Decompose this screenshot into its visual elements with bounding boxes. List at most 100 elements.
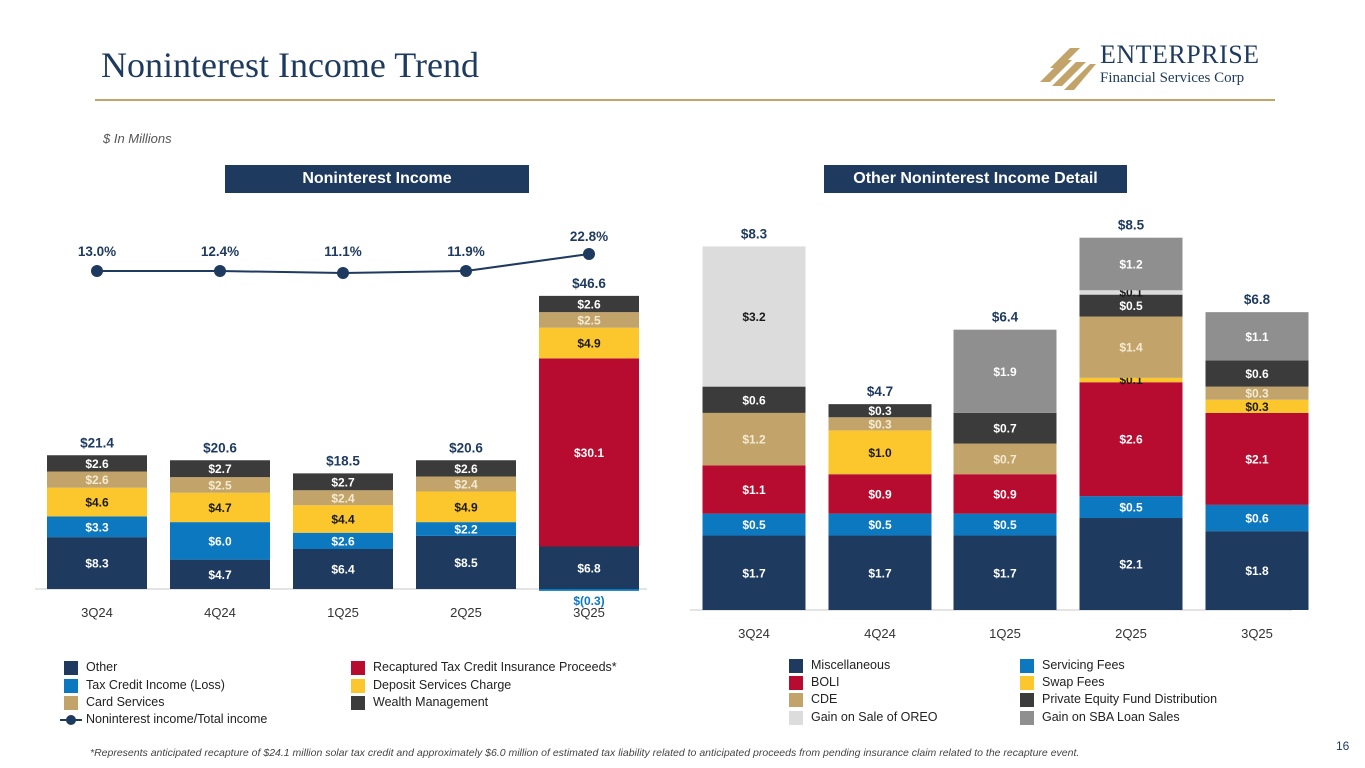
other-income-value-label: $1.1 xyxy=(742,483,766,497)
other-income-value-label: $0.6 xyxy=(1245,367,1269,381)
legend-swatch xyxy=(351,661,365,675)
other-income-total-label: $6.4 xyxy=(992,310,1019,325)
other-income-bar-4q24-boli xyxy=(828,474,932,514)
noninterest-bar-3q24-card-services xyxy=(47,471,147,488)
legend-swatch xyxy=(1020,711,1034,725)
other-income-bar-3q24-boli xyxy=(702,465,806,514)
noninterest-value-label: $6.4 xyxy=(331,563,355,577)
noninterest-value-label: $30.1 xyxy=(574,446,604,460)
noninterest-value-label: $3.3 xyxy=(85,520,109,534)
ratio-point xyxy=(460,265,472,277)
other-income-value-label: $3.2 xyxy=(742,310,766,324)
noninterest-bar-3q24-deposit-services-charge xyxy=(47,487,147,517)
other-income-bar-4q24-cde xyxy=(828,417,932,431)
other-income-value-label: $0.9 xyxy=(993,487,1017,501)
noninterest-value-label: $2.4 xyxy=(454,478,478,492)
noninterest-bar-4q24-card-services xyxy=(170,477,270,493)
other-income-total-label: $4.7 xyxy=(867,384,893,399)
other-income-bar-3q24-cde xyxy=(702,412,806,466)
noninterest-value-label: $2.5 xyxy=(208,478,232,492)
other-income-value-label: $0.6 xyxy=(1245,512,1269,526)
other-income-value-label: $0.3 xyxy=(868,417,892,431)
legend-swatch xyxy=(1020,676,1034,690)
noninterest-bar-2q25-wealth-management xyxy=(416,460,516,477)
other-income-bar-4q24-swap-fees xyxy=(828,430,932,475)
noninterest-bar-1q25-wealth-management xyxy=(293,473,393,491)
other-income-bar-1q25-gain-on-sba-loan-sales xyxy=(953,329,1057,413)
other-income-bar-1q25-cde xyxy=(953,443,1057,475)
noninterest-value-label: $2.7 xyxy=(331,475,355,489)
title-divider xyxy=(95,99,1275,101)
noninterest-value-label: $2.6 xyxy=(85,457,109,471)
noninterest-bar-3q25-tax-credit-income-loss xyxy=(539,589,639,591)
ratio-point xyxy=(583,248,595,260)
other-income-value-label: $2.6 xyxy=(1119,433,1143,447)
other-income-value-label: $1.7 xyxy=(742,566,766,580)
other-income-category-label: 4Q24 xyxy=(864,626,896,641)
noninterest-total-label: $46.6 xyxy=(572,276,606,291)
other-income-bar-3q24-servicing-fees xyxy=(702,513,806,536)
other-income-value-label: $0.5 xyxy=(868,518,892,532)
other-income-bar-3q24-private-equity-fund-distribution xyxy=(702,386,806,413)
noninterest-value-label: $4.7 xyxy=(208,568,232,582)
other-income-total-label: $6.8 xyxy=(1244,292,1271,307)
legend-swatch xyxy=(1020,693,1034,707)
ratio-point xyxy=(214,265,226,277)
noninterest-bar-3q24-tax-credit-income-loss xyxy=(47,516,147,538)
legend-label: Miscellaneous xyxy=(811,658,891,672)
noninterest-value-label: $2.2 xyxy=(454,523,478,537)
other-income-bar-2q25-gain-on-sale-of-oreo xyxy=(1079,290,1183,295)
other-income-value-label: $0.5 xyxy=(742,518,766,532)
noninterest-value-label: $2.6 xyxy=(85,473,109,487)
legend-label: BOLI xyxy=(811,675,840,689)
other-income-bar-2q25-boli xyxy=(1079,382,1183,497)
noninterest-bar-2q25-deposit-services-charge xyxy=(416,491,516,523)
noninterest-category-label: 2Q25 xyxy=(450,605,482,620)
legend-label: Other xyxy=(86,660,118,674)
other-income-bar-3q25-gain-on-sba-loan-sales xyxy=(1205,312,1309,361)
other-income-value-label: $0.5 xyxy=(993,518,1017,532)
legend-label: Private Equity Fund Distribution xyxy=(1042,692,1218,706)
other-income-bar-1q25-private-equity-fund-distribution xyxy=(953,412,1057,444)
noninterest-bar-3q25-recaptured-tax-credit-insurance-proceeds xyxy=(539,358,639,547)
ratio-point xyxy=(91,265,103,277)
noninterest-bar-3q24-wealth-management xyxy=(47,455,147,472)
noninterest-bar-4q24-wealth-management xyxy=(170,460,270,478)
noninterest-value-label: $8.3 xyxy=(85,557,109,571)
other-income-detail-banner: Other Noninterest Income Detail xyxy=(824,165,1127,193)
other-income-value-label: $0.7 xyxy=(993,422,1017,436)
noninterest-bar-3q25-other xyxy=(539,546,639,589)
other-income-value-label: $1.1 xyxy=(1245,330,1269,344)
noninterest-category-label: 1Q25 xyxy=(327,605,359,620)
legend-label: Noninterest income/Total income xyxy=(86,712,268,726)
other-income-value-label: $1.4 xyxy=(1119,341,1143,355)
legend-swatch xyxy=(789,676,803,690)
legend-swatch xyxy=(351,696,365,710)
other-income-bar-1q25-miscellaneous xyxy=(953,535,1057,610)
other-income-bar-3q25-private-equity-fund-distribution xyxy=(1205,360,1309,387)
page-number: 16 xyxy=(1336,739,1350,753)
ratio-label: 12.4% xyxy=(201,244,239,259)
legend-label: Recaptured Tax Credit Insurance Proceeds… xyxy=(373,660,617,674)
other-income-value-label: $0.3 xyxy=(1245,387,1269,401)
other-income-bar-3q24-miscellaneous xyxy=(702,535,806,610)
page-title: Noninterest Income Trend xyxy=(101,45,479,85)
noninterest-value-label: $2.6 xyxy=(577,298,601,312)
noninterest-bar-3q25-card-services xyxy=(539,312,639,328)
noninterest-bar-2q25-other xyxy=(416,535,516,589)
noninterest-bar-1q25-tax-credit-income-loss xyxy=(293,532,393,549)
noninterest-value-label: $4.6 xyxy=(85,496,109,510)
other-income-bar-2q25-private-equity-fund-distribution xyxy=(1079,294,1183,317)
company-logo: ENTERPRISE Financial Services Corp xyxy=(1040,40,1280,96)
other-income-total-label: $8.3 xyxy=(741,226,768,241)
logo-name: ENTERPRISE xyxy=(1100,40,1260,69)
other-income-value-label: $0.7 xyxy=(993,452,1017,466)
other-income-bar-3q25-swap-fees xyxy=(1205,399,1309,413)
other-income-value-label: $1.7 xyxy=(993,566,1017,580)
ratio-point xyxy=(337,267,349,279)
legend-swatch xyxy=(789,693,803,707)
other-income-total-label: $8.5 xyxy=(1118,218,1145,233)
legend-label: Servicing Fees xyxy=(1042,658,1125,672)
noninterest-value-label: $6.0 xyxy=(208,534,232,548)
